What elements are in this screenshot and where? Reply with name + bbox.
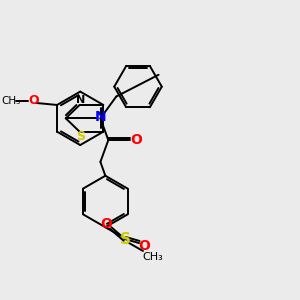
Text: S: S	[76, 130, 85, 143]
Text: O: O	[28, 94, 39, 106]
Text: CH₃: CH₃	[142, 252, 163, 262]
Text: O: O	[130, 133, 142, 147]
Text: O: O	[138, 239, 150, 253]
Text: N: N	[76, 95, 85, 105]
Text: CH₃: CH₃	[1, 96, 20, 106]
Text: N: N	[94, 110, 106, 124]
Text: S: S	[120, 232, 131, 247]
Text: O: O	[100, 217, 112, 231]
